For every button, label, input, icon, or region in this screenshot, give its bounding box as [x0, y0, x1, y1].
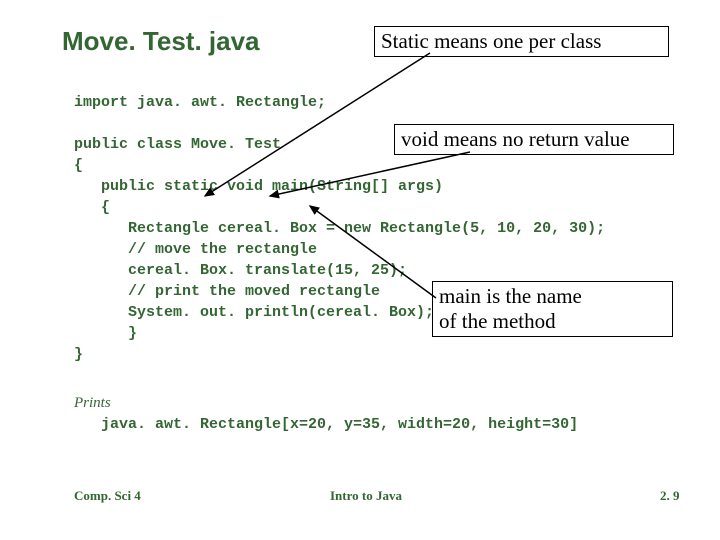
footer-left: Comp. Sci 4 [74, 488, 141, 504]
footer-center: Intro to Java [330, 488, 402, 504]
slide-title: Move. Test. java [62, 26, 260, 57]
footer-right: 2. 9 [660, 488, 680, 504]
callout-static: Static means one per class [374, 26, 669, 57]
prints-label: Prints [74, 395, 111, 412]
callout-static-text: Static means one per class [381, 29, 601, 53]
code-block: import java. awt. Rectangle; public clas… [74, 92, 605, 365]
prints-output: java. awt. Rectangle[x=20, y=35, width=2… [74, 416, 578, 433]
